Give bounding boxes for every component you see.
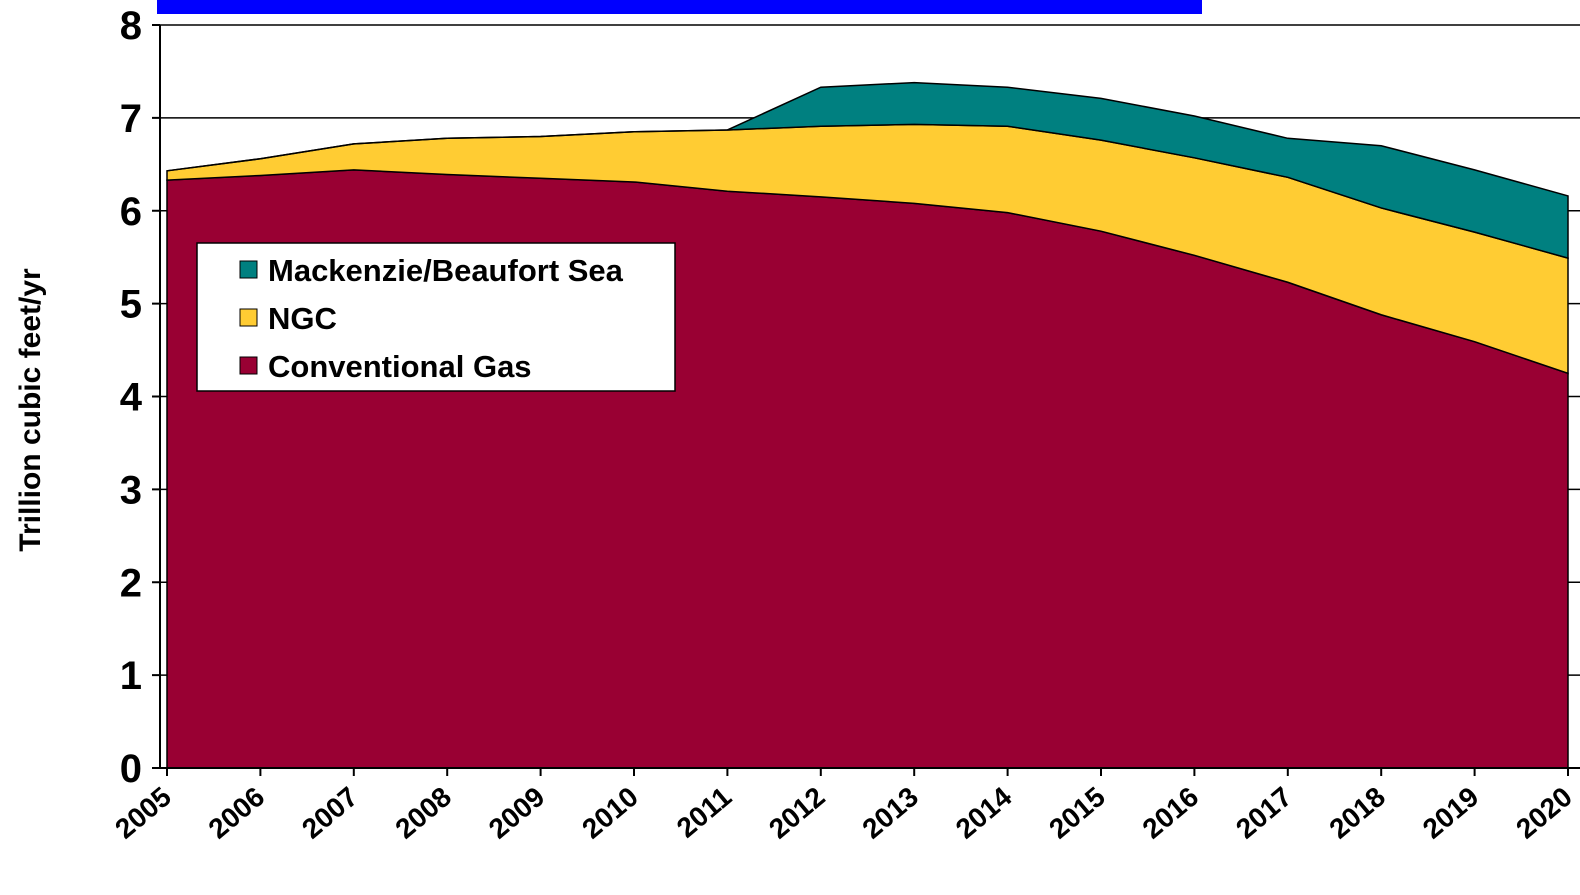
x-tick-label: 2017 [1230, 781, 1298, 845]
legend-swatch [239, 356, 258, 375]
x-tick-label: 2012 [763, 781, 831, 845]
y-tick-label: 8 [120, 4, 142, 48]
x-tick-label: 2006 [203, 781, 271, 845]
legend-swatch [239, 308, 258, 327]
y-tick-label: 3 [120, 468, 142, 512]
title-banner [157, 0, 1202, 14]
y-tick-label: 1 [120, 654, 142, 698]
x-tick-label: 2015 [1043, 781, 1111, 845]
x-tick-label: 2016 [1137, 781, 1205, 845]
x-tick-label: 2008 [389, 781, 457, 845]
x-tick-label: 2009 [483, 781, 551, 845]
y-tick-label: 7 [120, 97, 142, 141]
x-tick-label: 2020 [1510, 781, 1578, 845]
y-tick-label: 6 [120, 190, 142, 234]
x-tick-label: 2013 [856, 781, 924, 845]
y-tick-label: 4 [120, 376, 143, 420]
x-tick-label: 2014 [950, 781, 1018, 845]
legend-swatch [239, 260, 258, 279]
y-tick-label: 2 [120, 561, 142, 605]
x-tick-label: 2011 [671, 781, 737, 844]
x-tick-label: 2018 [1323, 781, 1391, 845]
x-tick-label: 2010 [576, 781, 644, 845]
legend-label: NGC [268, 301, 337, 336]
y-tick-label: 5 [120, 283, 142, 327]
x-tick-label: 2019 [1417, 781, 1485, 845]
legend-label: Mackenzie/Beaufort Sea [268, 253, 624, 288]
area [166, 81, 1569, 260]
y-axis-label: Trillion cubic feet/yr [14, 268, 47, 552]
y-tick-label: 0 [120, 747, 142, 791]
legend-box [196, 242, 676, 392]
x-tick-label: 2007 [296, 781, 364, 845]
legend-label: Conventional Gas [268, 349, 532, 384]
